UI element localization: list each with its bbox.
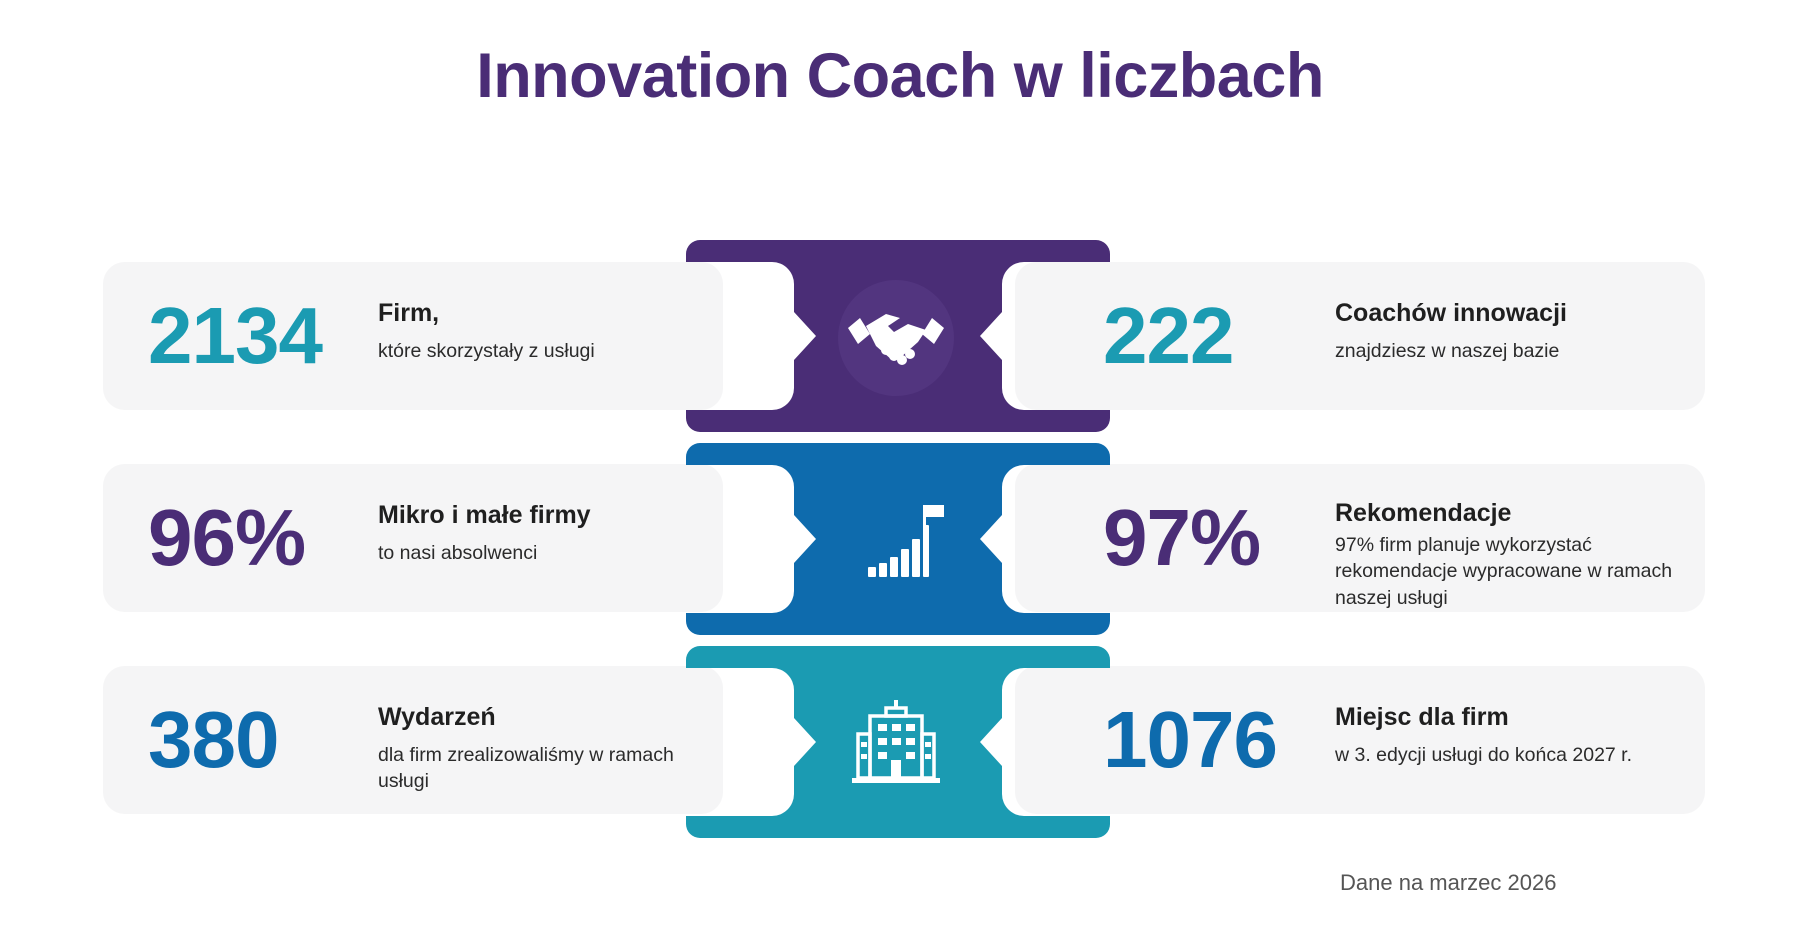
stat-text: Mikro i małe firmy to nasi absolwenci [378,501,698,566]
stat-label: Mikro i małe firmy [378,501,591,529]
growth-chart-icon [836,481,956,601]
stat-value: 2134 [148,291,323,380]
stat-description: 97% firm planuje wykorzystać rekomendacj… [1335,533,1673,610]
stat-label: Rekomendacje [1335,499,1512,527]
handshake-icon [836,278,956,398]
stat-description: znajdziesz w naszej bazie [1335,339,1560,362]
stat-text: Rekomendacje 97% firm planuje wykorzysta… [1335,499,1675,612]
stat-card-firms: 2134 Firm, które skorzystały z usługi [103,262,723,410]
stat-value: 96% [148,493,306,582]
stat-value: 380 [148,695,279,784]
stat-card-coaches: 222 Coachów innowacji znajdziesz w nasze… [1015,262,1705,410]
stat-description: to nasi absolwenci [378,541,538,564]
stat-description: które skorzystały z usługi [378,339,595,362]
stat-label: Coachów innowacji [1335,299,1567,327]
connector-blue [686,443,1110,635]
stat-card-small-firms: 96% Mikro i małe firmy to nasi absolwenc… [103,464,723,612]
stat-value: 97% [1103,493,1261,582]
stat-text: Wydarzeń dla firm zrealizowaliśmy w rama… [378,703,698,795]
stat-description: w 3. edycji usługi do końca 2027 r. [1335,743,1633,766]
stat-card-events: 380 Wydarzeń dla firm zrealizowaliśmy w … [103,666,723,814]
stat-label: Miejsc dla firm [1335,703,1509,731]
building-icon [836,684,956,804]
stat-value: 222 [1103,291,1234,380]
stat-label: Wydarzeń [378,703,496,731]
stat-label: Firm, [378,299,440,327]
page-title: Innovation Coach w liczbach [476,41,1324,111]
stat-value: 1076 [1103,695,1278,784]
stat-text: Firm, które skorzystały z usługi [378,299,698,364]
stat-text: Miejsc dla firm w 3. edycji usługi do ko… [1335,703,1675,768]
stat-description: dla firm zrealizowaliśmy w ramach usługi [378,743,674,793]
stat-card-places: 1076 Miejsc dla firm w 3. edycji usługi … [1015,666,1705,814]
connector-shape [686,443,1110,635]
stat-card-recommendations: 97% Rekomendacje 97% firm planuje wykorz… [1015,464,1705,612]
data-date-footnote: Dane na marzec 2026 [1340,870,1557,895]
stat-text: Coachów innowacji znajdziesz w naszej ba… [1335,299,1675,364]
